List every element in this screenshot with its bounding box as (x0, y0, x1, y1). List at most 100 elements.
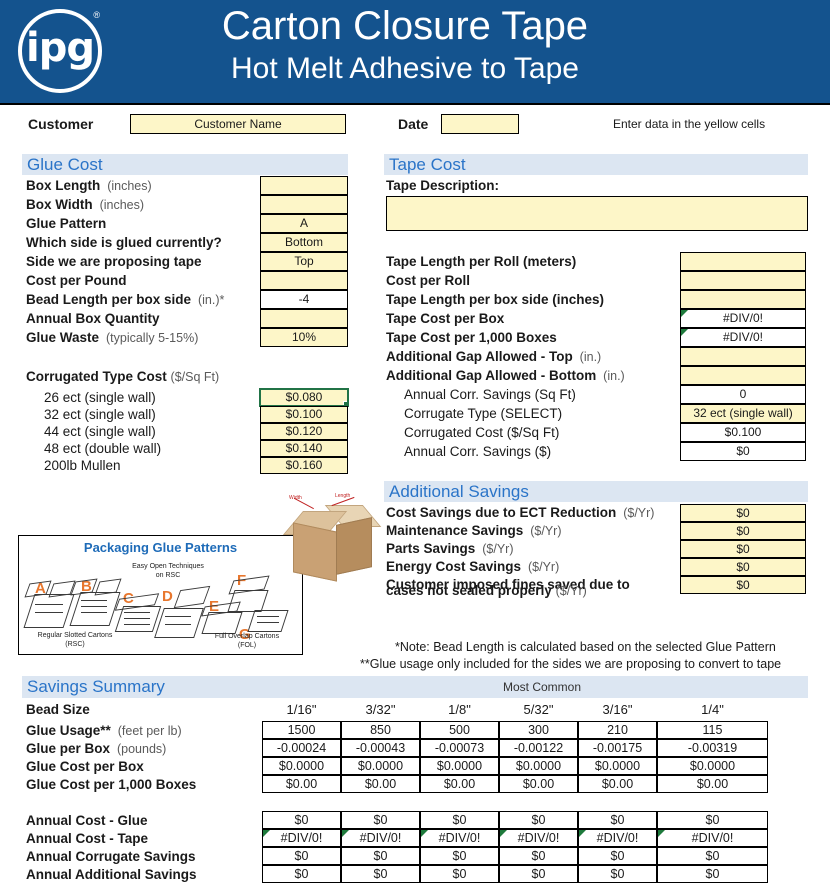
summary1-cell-3-0[interactable]: $0.00 (262, 775, 341, 793)
summary2-row-label-0: Annual Cost - Glue (26, 813, 148, 828)
wrap-label-unit: ($/Yr) (555, 584, 587, 598)
glue-row-value-4[interactable]: Top (260, 252, 348, 271)
corrugated-row-value-4[interactable]: $0.160 (260, 457, 348, 474)
glue-row-value-6[interactable]: -4 (260, 290, 348, 309)
summary2-row-label-3-text: Annual Additional Savings (26, 867, 197, 882)
summary1-cell-0-2[interactable]: 500 (420, 721, 499, 739)
summary1-cell-3-3[interactable]: $0.00 (499, 775, 578, 793)
date-input[interactable] (441, 114, 519, 134)
summary1-cell-2-2[interactable]: $0.0000 (420, 757, 499, 775)
summary2-cell-2-4[interactable]: $0 (578, 847, 657, 865)
tape-row-value-7[interactable]: 0 (680, 385, 806, 404)
glue-row-value-3[interactable]: Bottom (260, 233, 348, 252)
summary2-cell-1-2[interactable]: #DIV/0! (420, 829, 499, 847)
summary2-cell-0-3[interactable]: $0 (499, 811, 578, 829)
summary2-cell-3-3[interactable]: $0 (499, 865, 578, 883)
summary1-cell-0-1[interactable]: 850 (341, 721, 420, 739)
tape-row-label-7: Annual Corr. Savings (Sq Ft) (404, 387, 576, 402)
tape-row-value-3[interactable]: #DIV/0! (680, 309, 806, 328)
summary2-cell-0-1[interactable]: $0 (341, 811, 420, 829)
tape-row-value-9[interactable]: $0.100 (680, 423, 806, 442)
tape-row-value-5[interactable] (680, 347, 806, 366)
tape-row-value-4[interactable]: #DIV/0! (680, 328, 806, 347)
summary2-cell-3-1[interactable]: $0 (341, 865, 420, 883)
addl-row-value-1[interactable]: $0 (680, 522, 806, 540)
summary2-cell-2-1[interactable]: $0 (341, 847, 420, 865)
summary1-cell-1-5[interactable]: -0.00319 (657, 739, 768, 757)
glue-row-value-5[interactable] (260, 271, 348, 290)
summary2-cell-3-5[interactable]: $0 (657, 865, 768, 883)
summary2-cell-0-4[interactable]: $0 (578, 811, 657, 829)
summary1-cell-3-4[interactable]: $0.00 (578, 775, 657, 793)
carton-front-face (293, 522, 337, 582)
glue-patterns-title: Packaging Glue Patterns (83, 540, 238, 555)
summary2-cell-1-1[interactable]: #DIV/0! (341, 829, 420, 847)
summary1-cell-2-3[interactable]: $0.0000 (499, 757, 578, 775)
summary2-cell-1-0[interactable]: #DIV/0! (262, 829, 341, 847)
summary1-cell-2-1[interactable]: $0.0000 (341, 757, 420, 775)
summary1-cell-1-1[interactable]: -0.00043 (341, 739, 420, 757)
tape-row-value-8[interactable]: 32 ect (single wall) (680, 404, 806, 423)
tape-row-value-10[interactable]: $0 (680, 442, 806, 461)
summary1-cell-0-4[interactable]: 210 (578, 721, 657, 739)
glue-row-value-8[interactable]: 10% (260, 328, 348, 347)
summary2-cell-2-0[interactable]: $0 (262, 847, 341, 865)
summary1-cell-3-2[interactable]: $0.00 (420, 775, 499, 793)
summary1-cell-0-3[interactable]: 300 (499, 721, 578, 739)
summary2-cell-2-2[interactable]: $0 (420, 847, 499, 865)
summary2-cell-3-4[interactable]: $0 (578, 865, 657, 883)
addl-row-label-2: Parts Savings ($/Yr) (386, 541, 514, 556)
summary1-cell-3-1[interactable]: $0.00 (341, 775, 420, 793)
tape-row-value-2[interactable] (680, 290, 806, 309)
summary2-cell-2-5[interactable]: $0 (657, 847, 768, 865)
glue-row-label-3: Which side is glued currently? (26, 235, 222, 250)
tape-row-value-0[interactable] (680, 252, 806, 271)
tape-description-input[interactable] (386, 196, 808, 231)
summary2-cell-3-0[interactable]: $0 (262, 865, 341, 883)
tape-row-label-7-text: Annual Corr. Savings (Sq Ft) (404, 387, 576, 402)
corrugated-row-value-0[interactable]: $0.080 (259, 388, 349, 407)
glue-row-value-2[interactable]: A (260, 214, 348, 233)
corrugated-row-value-3[interactable]: $0.140 (260, 440, 348, 457)
glue-row-value-0[interactable] (260, 176, 348, 195)
addl-row-value-2[interactable]: $0 (680, 540, 806, 558)
corrugated-type-cost-title: Corrugated Type Cost ($/Sq Ft) (26, 369, 219, 384)
summary1-cell-1-0[interactable]: -0.00024 (262, 739, 341, 757)
summary1-cell-1-3[interactable]: -0.00122 (499, 739, 578, 757)
customer-name-input[interactable]: Customer Name (130, 114, 346, 134)
glue-row-value-7[interactable] (260, 309, 348, 328)
summary2-cell-0-0[interactable]: $0 (262, 811, 341, 829)
corrugated-row-label-0: 26 ect (single wall) (44, 390, 156, 405)
summary1-cell-0-0[interactable]: 1500 (262, 721, 341, 739)
corrugated-row-value-1[interactable]: $0.100 (260, 406, 348, 423)
summary1-cell-1-2[interactable]: -0.00073 (420, 739, 499, 757)
corrugated-row-value-2[interactable]: $0.120 (260, 423, 348, 440)
summary1-cell-2-4[interactable]: $0.0000 (578, 757, 657, 775)
summary1-cell-0-5[interactable]: 115 (657, 721, 768, 739)
bead-size-col-2: 1/8" (448, 702, 471, 717)
tape-row-value-6[interactable] (680, 366, 806, 385)
summary1-cell-1-4[interactable]: -0.00175 (578, 739, 657, 757)
summary2-cell-0-5[interactable]: $0 (657, 811, 768, 829)
addl-row-value-4[interactable]: $0 (680, 576, 806, 594)
tape-row-value-1[interactable] (680, 271, 806, 290)
summary2-cell-1-3[interactable]: #DIV/0! (499, 829, 578, 847)
addl-row-value-3[interactable]: $0 (680, 558, 806, 576)
corrugated-row-label-4-text: 200lb Mullen (44, 458, 121, 473)
summary1-cell-2-5[interactable]: $0.0000 (657, 757, 768, 775)
bead-size-col-4: 3/16" (602, 702, 633, 717)
glue-row-label-8-unit: (typically 5-15%) (99, 331, 199, 345)
tape-row-label-2-text: Tape Length per box side (inches) (386, 292, 605, 307)
customer-row: Customer Customer Name Date Enter data i… (0, 112, 830, 144)
summary2-cell-1-4[interactable]: #DIV/0! (578, 829, 657, 847)
summary1-cell-2-0[interactable]: $0.0000 (262, 757, 341, 775)
summary1-cell-3-5[interactable]: $0.00 (657, 775, 768, 793)
summary2-cell-3-2[interactable]: $0 (420, 865, 499, 883)
glue-row-value-1[interactable] (260, 195, 348, 214)
summary2-cell-0-2[interactable]: $0 (420, 811, 499, 829)
summary2-cell-1-5[interactable]: #DIV/0! (657, 829, 768, 847)
logo-oval-shape (18, 9, 102, 93)
addl-row-value-0[interactable]: $0 (680, 504, 806, 522)
tape-row-label-9: Corrugated Cost ($/Sq Ft) (404, 425, 559, 440)
summary2-cell-2-3[interactable]: $0 (499, 847, 578, 865)
